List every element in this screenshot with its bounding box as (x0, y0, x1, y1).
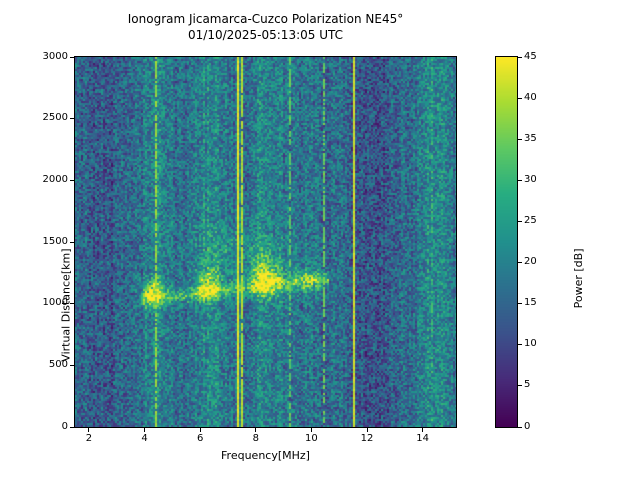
colorbar-tick-label: 15 (524, 297, 537, 309)
colorbar-label-text: Power [dB] (571, 248, 585, 309)
colorbar-tick-label: 45 (524, 50, 537, 62)
x-tick-label: 14 (416, 433, 429, 444)
x-tick-mark (144, 428, 146, 432)
y-tick-label: 1500 (42, 235, 68, 247)
x-tick-mark (88, 428, 90, 432)
x-tick-mark (310, 428, 312, 432)
colorbar-tick-mark (518, 220, 522, 222)
y-tick-label: 0 (61, 420, 68, 432)
y-tick-label: 3000 (42, 50, 68, 62)
x-tick-mark (366, 428, 368, 432)
x-tick-label: 12 (360, 433, 374, 444)
x-tick-label: 8 (252, 433, 259, 444)
colorbar-tick-label: 10 (524, 338, 537, 350)
colorbar-tick-mark (518, 56, 522, 58)
y-tick-label: 1000 (42, 297, 68, 309)
ionogram-heatmap-canvas (75, 57, 456, 427)
colorbar-tick-mark (518, 97, 522, 99)
colorbar-gradient-canvas (496, 57, 517, 427)
colorbar-tick-mark (518, 385, 522, 387)
y-tick-mark (70, 118, 74, 120)
y-tick-label: 2000 (42, 173, 68, 185)
colorbar-tick-mark (518, 426, 522, 428)
y-tick-mark (70, 303, 74, 305)
colorbar-tick-mark (518, 303, 522, 305)
colorbar-tick-label: 20 (524, 256, 537, 268)
colorbar-tick-label: 30 (524, 173, 537, 185)
colorbar-tick-mark (518, 262, 522, 264)
colorbar (495, 56, 518, 428)
colorbar-tick-label: 5 (524, 379, 531, 391)
x-tick-label: 2 (85, 433, 93, 444)
plot-area (74, 56, 457, 428)
colorbar-tick-label: 40 (524, 91, 537, 103)
chart-subtitle: 01/10/2025-05:13:05 UTC (188, 28, 343, 42)
y-tick-mark (70, 364, 74, 366)
y-tick-mark (70, 179, 74, 181)
colorbar-tick-mark (518, 138, 522, 140)
colorbar-tick-label: 25 (524, 214, 537, 226)
colorbar-tick-mark (518, 179, 522, 181)
colorbar-tick-label: 0 (524, 420, 531, 432)
chart-title: Ionogram Jicamarca-Cuzco Polarization NE… (127, 12, 404, 26)
y-tick-mark (70, 426, 74, 428)
x-axis-label: Frequency[MHz] (221, 449, 310, 462)
y-tick-mark (70, 241, 74, 243)
x-tick-mark (199, 428, 201, 432)
x-tick-label: 6 (196, 433, 204, 444)
y-tick-label: 500 (48, 358, 68, 370)
colorbar-tick-mark (518, 344, 522, 346)
colorbar-tick-label: 35 (524, 132, 537, 144)
x-tick-mark (255, 428, 257, 432)
y-tick-label: 2500 (42, 112, 68, 124)
x-tick-label: 4 (141, 433, 148, 444)
x-tick-label: 10 (305, 433, 318, 444)
x-tick-mark (422, 428, 424, 432)
y-tick-mark (70, 56, 74, 58)
